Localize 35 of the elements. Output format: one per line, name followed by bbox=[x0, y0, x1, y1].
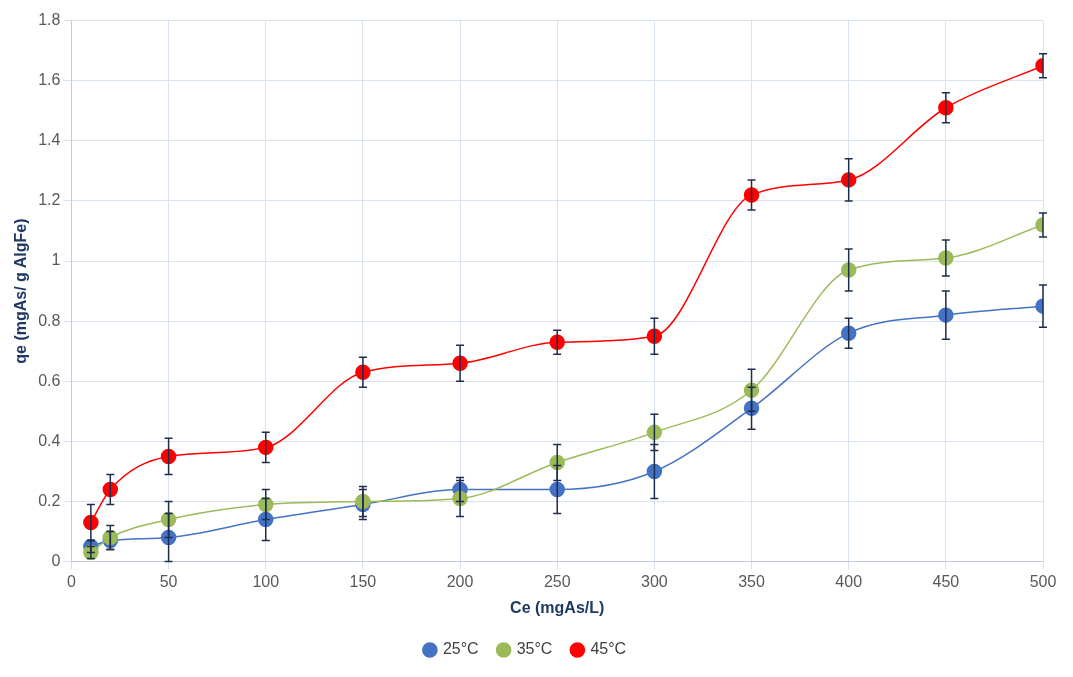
x-tick-label: 200 bbox=[446, 572, 474, 590]
x-tick-label: 100 bbox=[252, 572, 280, 590]
y-tick-label: 1.2 bbox=[38, 191, 61, 209]
point bbox=[160, 448, 177, 465]
y-tick-label: 0.4 bbox=[38, 431, 61, 449]
point bbox=[743, 187, 760, 203]
x-tick-label: 0 bbox=[66, 572, 76, 590]
y-tick-label: 1.8 bbox=[38, 11, 61, 29]
y-tick-label: 0.6 bbox=[38, 371, 61, 389]
y-tick-label: 0.2 bbox=[38, 491, 61, 509]
point bbox=[840, 172, 857, 188]
point bbox=[646, 463, 663, 480]
point bbox=[840, 325, 857, 341]
x-tick-label: 500 bbox=[1029, 572, 1057, 590]
x-tick-label: 300 bbox=[641, 572, 668, 590]
x-tick-label: 350 bbox=[738, 572, 765, 590]
x-tick-label: 250 bbox=[543, 572, 571, 590]
y-tick-label: 0.8 bbox=[38, 311, 61, 329]
x-tick-label: 50 bbox=[159, 572, 178, 590]
x-tick-label: 150 bbox=[349, 572, 377, 590]
y-tick-label: 0 bbox=[51, 552, 61, 570]
point bbox=[102, 481, 119, 498]
y-tick-label: 1 bbox=[51, 251, 61, 269]
x-tick-label: 450 bbox=[932, 572, 960, 590]
x-tick-label: 400 bbox=[835, 572, 863, 590]
point bbox=[840, 262, 857, 278]
legend-label: 45°C bbox=[590, 640, 627, 658]
legend-label: 35°C bbox=[516, 640, 553, 658]
point bbox=[646, 424, 663, 441]
point bbox=[646, 328, 663, 344]
x-axis-title: Ce (mgAs/L) bbox=[510, 598, 605, 616]
y-tick-label: 1.6 bbox=[38, 71, 61, 89]
y-tick-label: 1.4 bbox=[38, 131, 61, 149]
y-axis-title: qe (mgAs/ g AlgFe) bbox=[12, 218, 30, 364]
legend-label: 25°C bbox=[442, 640, 479, 658]
